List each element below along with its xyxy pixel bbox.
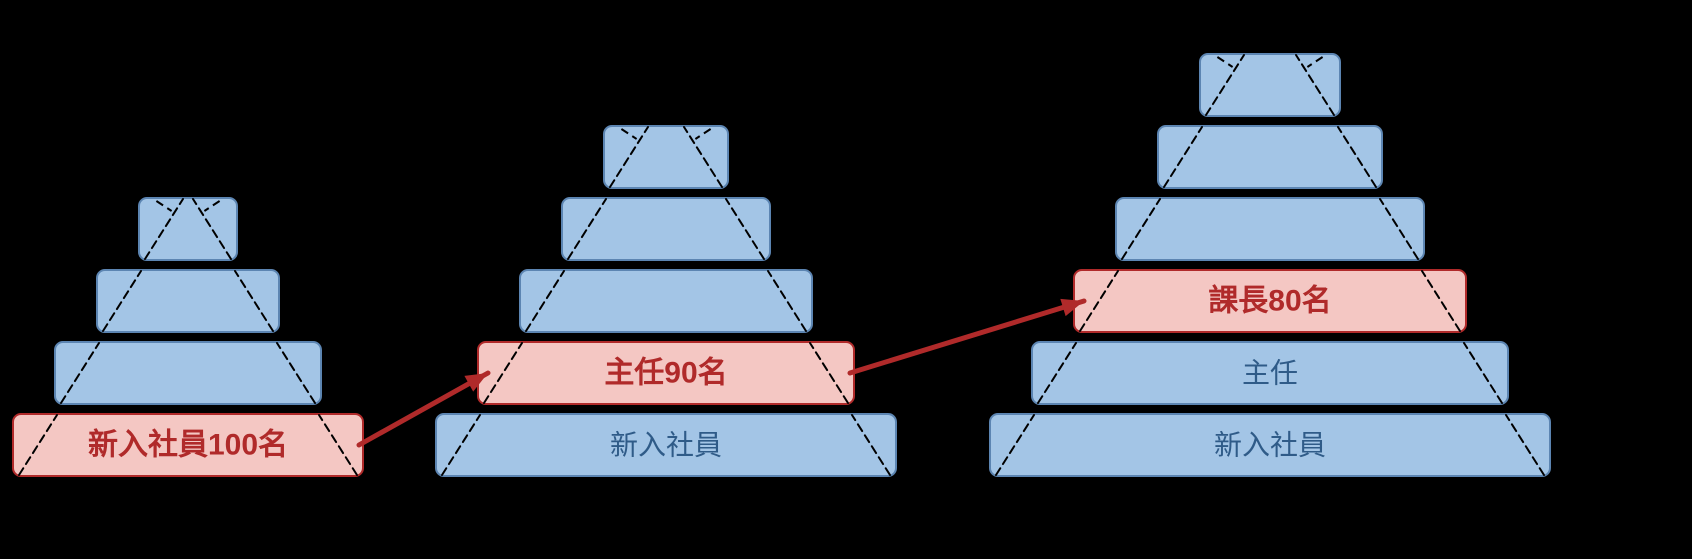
pyramid-py1-level-1 (55, 342, 321, 404)
pyramid-py3-level-4 (1158, 126, 1382, 188)
level-label: 新入社員 (610, 430, 722, 461)
pyramid-py3-level-3 (1116, 198, 1424, 260)
pyramid-py1-level-3 (139, 198, 237, 260)
pyramid-py2-level-3 (562, 198, 770, 260)
highlight-label: 新入社員100名 (88, 429, 288, 462)
pyramid-py3-level-5 (1200, 54, 1340, 116)
level-label: 新入社員 (1214, 430, 1326, 461)
level-label: 主任 (1242, 358, 1298, 389)
diagram-stage: 新入社員100名 新入社員 主任90名新入社員 主任 課長80名 (0, 0, 1692, 559)
highlight-label: 課長80名 (1208, 284, 1331, 318)
pyramid-py1-level-2 (97, 270, 279, 332)
pyramid-py2-level-4 (604, 126, 728, 188)
highlight-label: 主任90名 (604, 357, 727, 390)
pyramid-py2-level-2 (520, 270, 812, 332)
